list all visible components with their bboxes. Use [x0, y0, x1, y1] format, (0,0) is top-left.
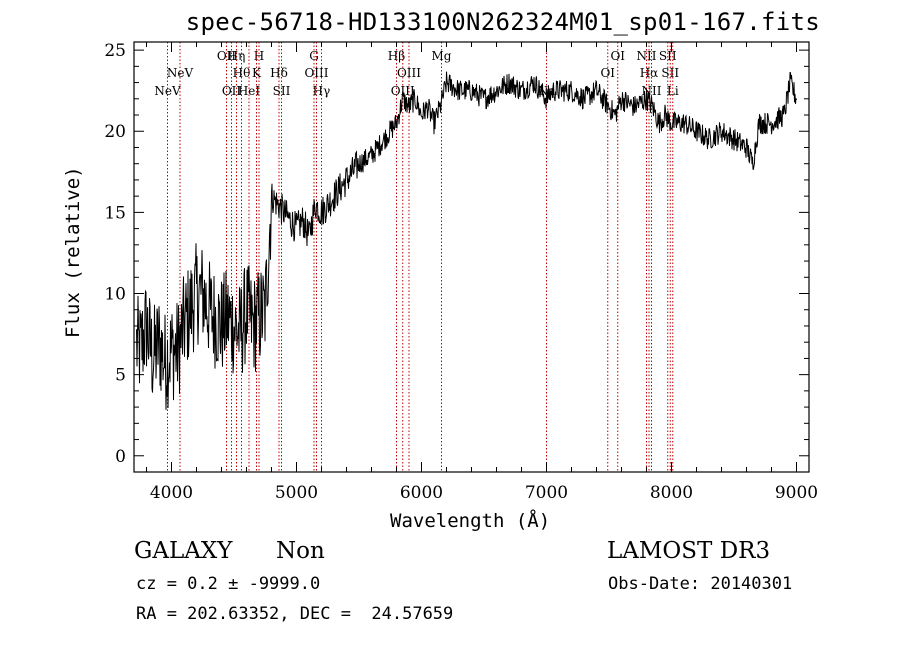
spectral-line-label: Li — [667, 84, 679, 98]
chart-title: spec-56718-HD133100N262324M01_sp01-167.f… — [185, 8, 820, 36]
spectral-line-label: OI — [600, 66, 615, 80]
x-tick-label: 9000 — [775, 483, 818, 503]
plot-frame — [133, 41, 810, 473]
ra-dec: RA = 202.63352, DEC = 24.57659 — [136, 604, 454, 624]
spectral-line-label: SII — [661, 66, 679, 80]
spectral-line-label: Mg — [432, 49, 452, 63]
observation-date: Obs-Date: 20140301 — [608, 574, 793, 594]
spectral-line-label: Hη — [228, 49, 246, 63]
y-tick-label: 5 — [115, 366, 126, 386]
x-tick-label: 6000 — [400, 483, 443, 503]
survey-name: LAMOST DR3 — [607, 538, 771, 564]
spectral-line-label: SII — [273, 84, 291, 98]
spectral-line-label: NeV — [154, 84, 181, 98]
y-axis-label: Flux (relative) — [62, 166, 84, 338]
spectral-line-label: Hα — [640, 66, 659, 80]
spectrum-series-line — [136, 71, 797, 410]
x-tick-label: 7000 — [525, 483, 568, 503]
x-tick-label: 5000 — [275, 483, 318, 503]
spectral-line-label: H — [254, 49, 264, 63]
spectral-line-label: SII — [659, 49, 677, 63]
object-subclass: Non — [276, 538, 325, 564]
x-axis-label: Wavelength (Å) — [390, 510, 551, 532]
spectral-line-label: G — [309, 49, 319, 63]
x-tick-label: 4000 — [150, 483, 193, 503]
spectral-line-label: NeV — [167, 66, 194, 80]
spectral-line-label: Hβ — [388, 49, 405, 63]
redshift-cz: cz = 0.2 ± -9999.0 — [136, 574, 321, 594]
spectral-line-label: OI — [610, 49, 625, 63]
y-tick-label: 20 — [104, 122, 126, 142]
y-tick-label: 15 — [104, 203, 126, 223]
spectral-line-label: OIII — [304, 66, 328, 80]
spectral-line-label: K — [252, 66, 262, 80]
spectral-line-label: Hδ — [270, 66, 288, 80]
y-tick-label: 0 — [115, 447, 126, 467]
spectral-line-label: NII — [637, 49, 657, 63]
spectral-line-label: HeI — [238, 84, 261, 98]
object-class: GALAXY — [134, 538, 233, 564]
spectral-line-label: Hθ — [233, 66, 251, 80]
y-tick-label: 25 — [104, 41, 126, 61]
spectral-line-label: Hγ — [313, 84, 331, 98]
y-tick-label: 10 — [104, 285, 126, 305]
x-tick-label: 8000 — [650, 483, 693, 503]
spectral-line-label: OIII — [397, 66, 421, 80]
